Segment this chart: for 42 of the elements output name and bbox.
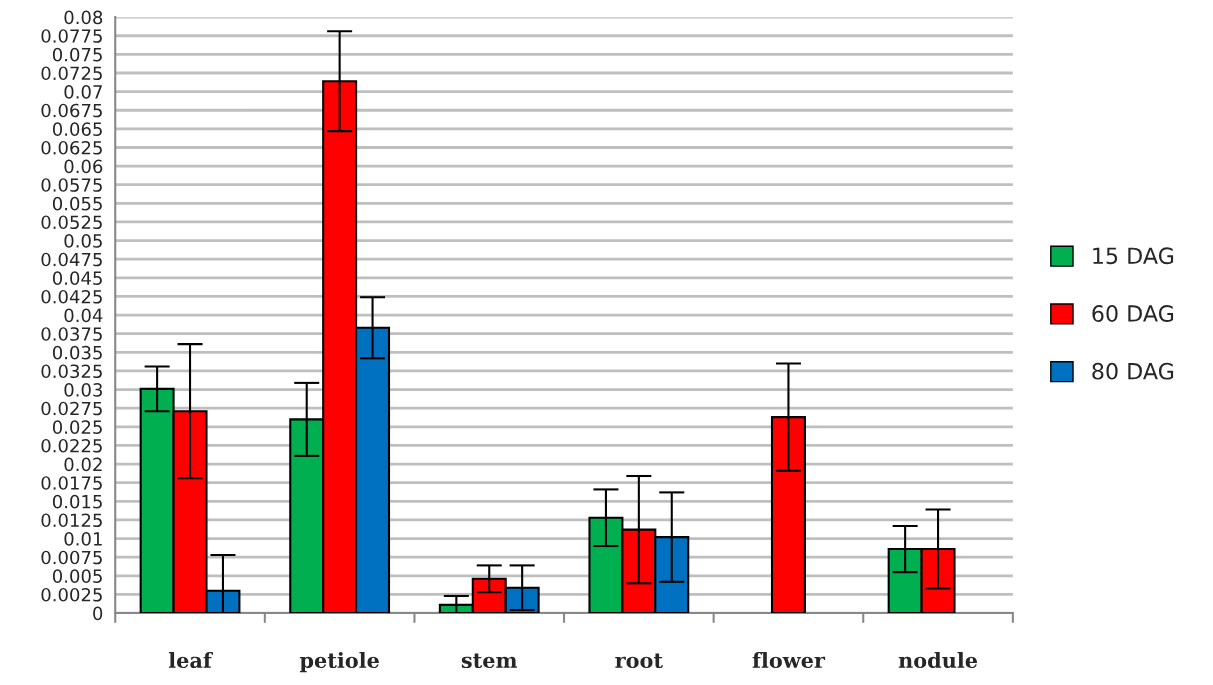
y-tick-label: 0.075 — [52, 47, 102, 62]
x-tick-label: petiole — [299, 651, 379, 673]
y-tick-label: 0.0625 — [41, 140, 102, 155]
y-tick-label: 0.03 — [64, 383, 102, 397]
y-tick-label: 0.055 — [52, 196, 102, 211]
y-tick-label: 0.0175 — [41, 476, 102, 490]
y-tick-label: 0.0025 — [41, 587, 102, 602]
y-tick-label: 0.025 — [52, 420, 102, 434]
y-tick-label: 0.05 — [64, 234, 102, 248]
x-tick-label: root — [615, 653, 663, 669]
y-tick-label: 0.035 — [52, 345, 102, 360]
y-tick-label: 0.06 — [64, 159, 103, 174]
y-tick-label: 0.04 — [64, 308, 103, 323]
y-tick-label: 0.0525 — [41, 215, 102, 230]
y-tick-label: 0.0225 — [41, 438, 102, 453]
x-tick-label: leaf — [168, 651, 213, 669]
y-tick-label: 0.08 — [64, 10, 103, 25]
legend-label: 60 DAG — [1092, 305, 1174, 322]
y-tick-label: 0.0325 — [41, 364, 102, 379]
y-tick-label: 0.0675 — [41, 103, 102, 118]
y-tick-label: 0.0575 — [41, 178, 102, 192]
y-tick-label: 0.015 — [52, 494, 102, 509]
y-tick-label: 0.0125 — [41, 513, 102, 528]
y-tick-label: 0.045 — [52, 271, 102, 285]
y-tick-label: 0.0775 — [41, 29, 102, 43]
x-tick-label: nodule — [898, 651, 978, 669]
y-tick-label: 0.01 — [64, 532, 102, 546]
y-tick-label: 0.0075 — [41, 550, 102, 565]
y-tick-label: 0.0275 — [41, 401, 102, 416]
x-tick-label: stem — [461, 653, 518, 669]
y-tick-label: 0.0375 — [41, 327, 102, 341]
y-tick-label: 0.005 — [52, 569, 102, 583]
y-tick-label: 0.0425 — [41, 289, 102, 304]
legend-label: 15 DAG — [1093, 247, 1174, 265]
y-tick-label: 0.0725 — [41, 66, 102, 81]
y-tick-label: 0.07 — [64, 85, 102, 99]
legend-label: 80 DAG — [1092, 362, 1174, 380]
y-tick-label: 0.065 — [52, 122, 102, 136]
y-tick-label: 0 — [93, 606, 103, 621]
y-tick-label: 0.02 — [64, 457, 102, 472]
x-tick-label: flower — [752, 651, 826, 669]
y-tick-label: 0.0475 — [41, 252, 102, 267]
